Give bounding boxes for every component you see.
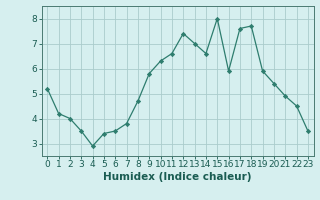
- X-axis label: Humidex (Indice chaleur): Humidex (Indice chaleur): [103, 172, 252, 182]
